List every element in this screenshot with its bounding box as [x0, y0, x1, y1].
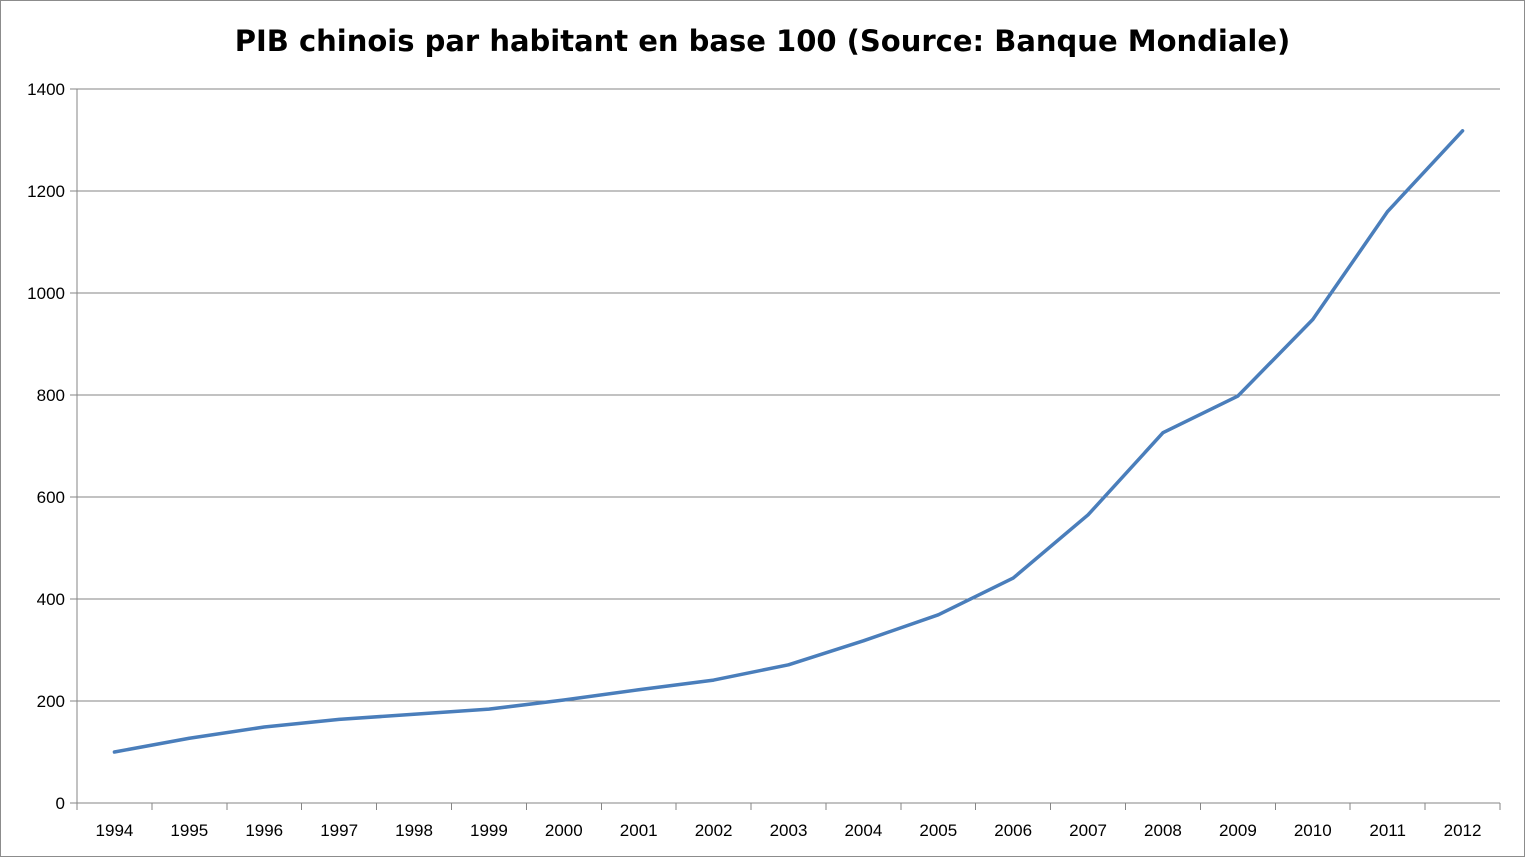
data-point — [936, 613, 940, 617]
x-tick-label: 1994 — [96, 821, 134, 840]
x-tick-label: 2012 — [1444, 821, 1482, 840]
data-point — [562, 698, 566, 702]
x-tick-label: 2000 — [545, 821, 583, 840]
x-tick-label: 1995 — [170, 821, 208, 840]
y-tick-label: 800 — [37, 386, 65, 405]
x-tick-label: 2004 — [844, 821, 882, 840]
gridlines — [77, 88, 1500, 702]
y-tick-label: 0 — [56, 794, 65, 813]
x-tick-label: 2005 — [919, 821, 957, 840]
y-tick-label: 1000 — [27, 284, 65, 303]
x-tick-label: 2011 — [1369, 821, 1406, 840]
y-tick-label: 1400 — [27, 80, 65, 99]
data-point — [1086, 513, 1090, 517]
chart-title: PIB chinois par habitant en base 100 (So… — [234, 24, 1291, 58]
data-point — [861, 639, 865, 643]
y-axis-ticks: 0 200 400 600 800 1000 1200 1400 — [27, 80, 77, 813]
data-point — [1161, 431, 1165, 435]
y-tick-label: 400 — [37, 590, 65, 609]
x-tick-label: 1997 — [320, 821, 358, 840]
x-tick-label: 1999 — [470, 821, 508, 840]
data-point — [637, 688, 641, 692]
y-tick-label: 600 — [37, 488, 65, 507]
x-tick-label: 2009 — [1219, 821, 1257, 840]
data-point — [1236, 394, 1240, 398]
x-tick-label: 2010 — [1294, 821, 1332, 840]
x-tick-label: 2002 — [695, 821, 733, 840]
data-point — [337, 717, 341, 721]
y-tick-label: 200 — [37, 692, 65, 711]
x-axis-ticks: 1994 1995 1996 1997 1998 1999 2000 2001 2002 2003… — [76, 803, 1501, 840]
data-point — [1386, 209, 1390, 213]
data-point — [1011, 576, 1015, 580]
y-tick-label: 1200 — [27, 182, 65, 201]
data-point — [487, 707, 491, 711]
data-point — [112, 750, 116, 754]
series-line — [112, 129, 1465, 754]
series-layer — [112, 129, 1465, 754]
x-tick-label: 2007 — [1069, 821, 1107, 840]
x-tick-label: 1998 — [395, 821, 433, 840]
data-point — [1311, 318, 1315, 322]
data-point — [412, 712, 416, 716]
x-tick-label: 2006 — [994, 821, 1032, 840]
data-point — [262, 725, 266, 729]
x-tick-label: 1996 — [245, 821, 283, 840]
x-tick-label: 2003 — [770, 821, 808, 840]
data-point — [1461, 129, 1465, 133]
data-point — [187, 736, 191, 740]
x-tick-label: 2001 — [620, 821, 658, 840]
x-tick-label: 2008 — [1144, 821, 1182, 840]
data-point — [787, 663, 790, 667]
axes — [76, 89, 1500, 804]
data-point — [712, 678, 716, 682]
